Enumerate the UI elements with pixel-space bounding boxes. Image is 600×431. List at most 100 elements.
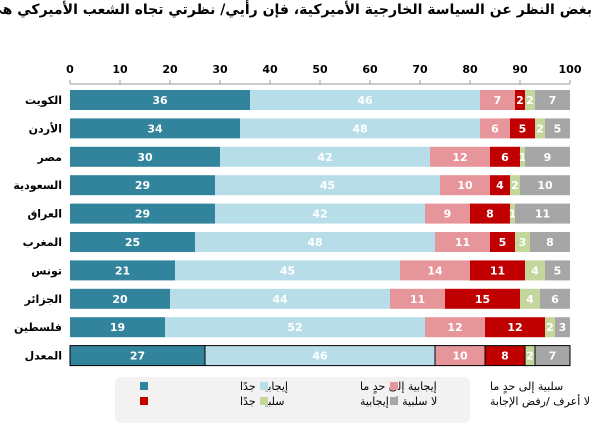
data-label: 42 [317,151,332,164]
data-label: 2 [526,350,534,363]
category-label: الأردن [29,121,62,135]
legend-swatch [140,397,148,405]
data-label: 19 [110,321,125,334]
data-label: 52 [287,321,302,334]
legend-label: سلبية إلى حدٍ ما [490,380,563,394]
bar-segment [530,232,570,252]
data-label: 20 [112,293,128,306]
category-label: السعودية [13,179,62,192]
data-label: 42 [312,208,327,221]
data-label: 7 [549,94,557,107]
bar-segment [425,317,485,338]
bar-segment [430,146,490,167]
x-tick-label: 40 [262,63,278,76]
data-label: 21 [115,264,130,277]
data-label: 27 [130,350,145,363]
bar-segment [525,260,545,281]
data-label: 5 [554,122,562,135]
x-tick-label: 30 [212,63,228,76]
data-label: 45 [280,264,295,277]
category-label: المغرب [23,236,62,249]
data-label: 1 [519,151,527,164]
bar-segment [485,317,545,338]
data-label: 3 [519,236,527,249]
bar-segment [445,288,520,309]
data-label: 11 [535,208,550,221]
data-label: 4 [496,179,504,192]
bar-segment [540,288,570,309]
bar-segment [525,90,535,110]
data-label: 10 [452,350,468,363]
data-label: 4 [531,264,539,277]
data-label: 12 [447,321,462,334]
category-label: الكويت [25,94,62,107]
data-label: 7 [549,350,557,363]
data-label: 14 [427,264,443,277]
bar-segment [70,288,170,309]
data-label: 45 [320,179,335,192]
bar-segment [215,203,425,224]
data-label: 8 [486,208,494,221]
bar-segment [250,90,480,110]
data-label: 2 [526,94,534,107]
bar-segment [534,345,571,367]
data-label: 2 [536,122,544,135]
bar-segment [555,317,570,338]
bar-segment [535,90,570,110]
bar-segment [400,260,470,281]
data-label: 3 [559,321,567,334]
bar-segment [525,146,570,167]
bar-segment [545,317,555,338]
bar-segment [490,175,510,196]
x-tick-label: 0 [66,63,74,76]
x-tick-label: 60 [362,63,378,76]
category-label: العراق [27,208,62,221]
bar-segment [470,203,510,224]
legend-swatch [260,382,268,390]
bar-segment [425,203,470,224]
bar-segment [70,203,215,224]
legend-label: إيجابية إلى حدٍ ما [360,380,437,394]
bar-segment [435,232,490,252]
data-label: 48 [352,122,367,135]
x-tick-label: 50 [312,63,328,76]
bar-segment [480,90,515,110]
data-label: 10 [537,179,553,192]
bar-segment [70,118,240,139]
bar-segment [440,175,490,196]
bar-segment [510,175,520,196]
data-label: 5 [499,236,507,249]
data-label: 2 [546,321,554,334]
data-label: 12 [452,151,467,164]
bar-segment [70,175,215,196]
bar-segment [515,232,530,252]
bar-segment [520,146,525,167]
data-label: 46 [357,94,373,107]
data-label: 7 [494,94,502,107]
data-label: 30 [137,151,153,164]
bar-segment [70,317,165,338]
bar-segment [520,288,540,309]
data-label: 2 [516,94,524,107]
bar-segment [195,232,435,252]
category-label: المعدل [25,350,62,363]
data-label: 6 [551,293,559,306]
data-label: 10 [457,179,473,192]
bar-segment [535,118,545,139]
bar-segment [70,260,175,281]
bar-segment [490,146,520,167]
bar-segment [70,146,220,167]
legend-label: لا سلبية لا إيجابية [360,395,437,408]
bar-segment [520,175,570,196]
bar-segment [165,317,425,338]
chart-title: بغض النظر عن السياسة الخارجية الأميركية،… [0,2,592,18]
data-label: 2 [511,179,519,192]
bar-segment [510,203,515,224]
data-label: 1 [509,208,517,221]
data-label: 25 [125,236,140,249]
bar-segment [515,203,570,224]
data-label: 8 [546,236,554,249]
legend-label: لا أعرف /رفض الإجابة [490,394,590,408]
